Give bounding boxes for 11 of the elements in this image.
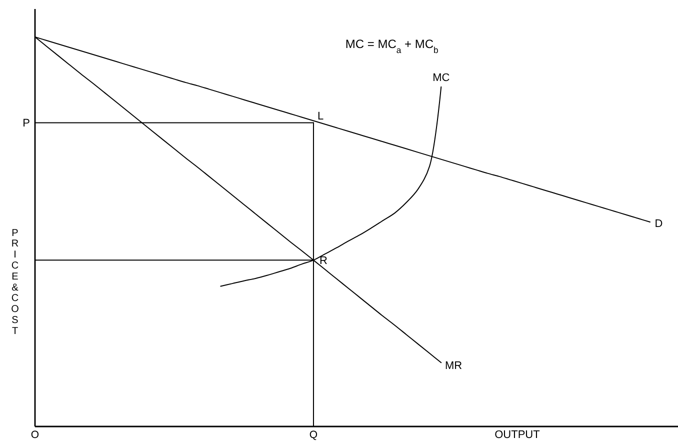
x-axis-title: OUTPUT <box>494 429 540 441</box>
series-label: D <box>654 218 663 230</box>
annotation: R <box>319 255 328 268</box>
x-tick-label: Q <box>309 429 318 441</box>
series-label: P <box>22 118 30 130</box>
series-label: MR <box>445 360 462 372</box>
series-label: MC <box>432 72 450 84</box>
annotation: L <box>317 110 324 123</box>
x-tick-label: O <box>30 429 40 441</box>
annotation: MC = MC$_{a}$ + MC$_{b}$ <box>345 37 439 55</box>
text: PRICE&COST <box>11 228 19 337</box>
